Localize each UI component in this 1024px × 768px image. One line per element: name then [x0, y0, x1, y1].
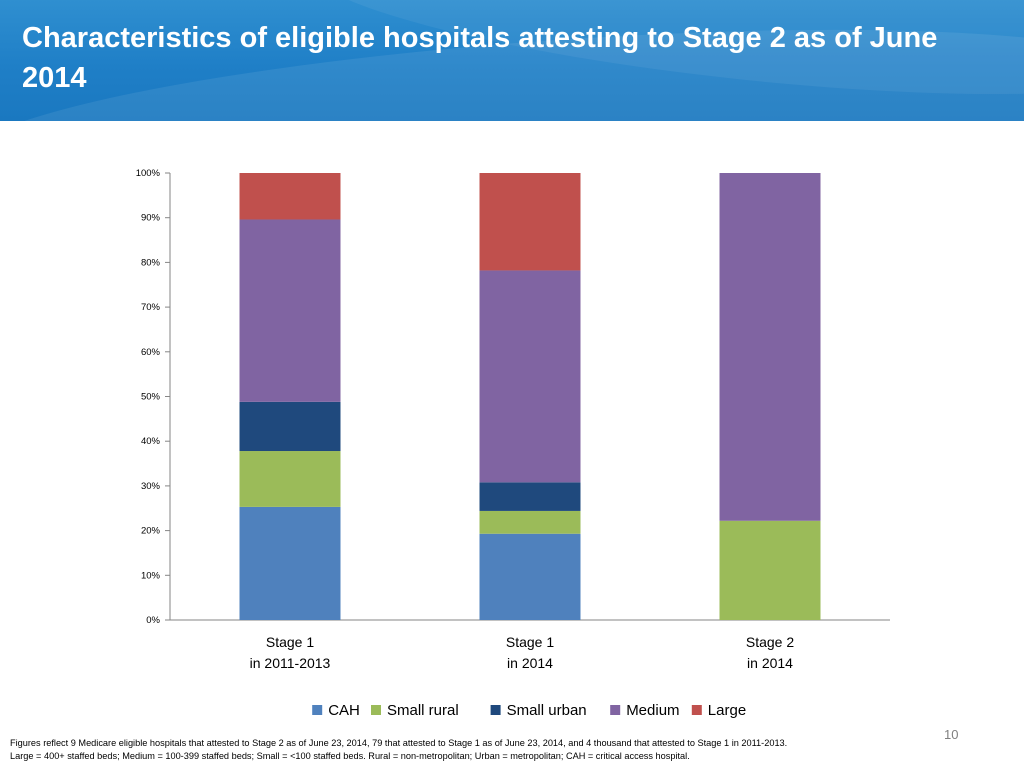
y-tick-label: 90% [141, 213, 161, 224]
y-tick-label: 30% [141, 481, 161, 492]
legend-label: Small urban [507, 702, 587, 719]
y-tick-label: 100% [136, 168, 161, 179]
y-tick-label: 50% [141, 392, 161, 403]
x-tick-label: in 2011-2013 [250, 655, 331, 671]
legend-swatch [371, 705, 381, 715]
y-tick-label: 20% [141, 526, 161, 537]
legend-label: Medium [626, 702, 679, 719]
bar-segment-large [239, 173, 341, 220]
legend-label: Small rural [387, 702, 459, 719]
footnote-line-1: Figures reflect 9 Medicare eligible hosp… [10, 738, 788, 748]
footnote: Figures reflect 9 Medicare eligible hosp… [10, 737, 1010, 763]
x-tick-label: Stage 2 [746, 634, 794, 650]
bar-segment-small-urban [479, 482, 581, 511]
bar-segment-small-urban [239, 401, 341, 452]
bar-segment-large [479, 173, 581, 271]
y-tick-label: 10% [141, 570, 161, 581]
legend-swatch [490, 705, 501, 715]
x-tick-label: Stage 1 [506, 634, 554, 650]
x-tick-label: Stage 1 [266, 634, 314, 650]
x-tick-label: in 2014 [747, 655, 793, 671]
bar-segment-small-rural [479, 510, 581, 534]
title-banner: Characteristics of eligible hospitals at… [0, 0, 1024, 121]
y-tick-label: 40% [141, 436, 161, 447]
bar-segment-cah [239, 506, 341, 620]
legend-swatch [610, 705, 621, 715]
bar-segment-medium [479, 270, 581, 483]
y-tick-label: 60% [141, 347, 161, 358]
x-tick-label: in 2014 [507, 655, 553, 671]
bar-segment-small-rural [719, 520, 821, 620]
page-number: 10 [944, 727, 959, 742]
legend-swatch [312, 705, 323, 715]
y-tick-label: 80% [141, 257, 161, 268]
bar-segment-medium [239, 219, 341, 402]
y-tick-label: 0% [146, 615, 160, 626]
footnote-line-2: Large = 400+ staffed beds; Medium = 100-… [10, 751, 690, 761]
slide-title: Characteristics of eligible hospitals at… [22, 22, 938, 94]
legend-swatch [691, 705, 702, 715]
bar-segment-medium [719, 173, 821, 521]
bar-segment-cah [479, 533, 581, 620]
legend-label: Large [708, 702, 746, 719]
legend-label: CAH [328, 702, 360, 719]
bar-segment-small-rural [239, 451, 341, 507]
y-tick-label: 70% [141, 302, 161, 313]
